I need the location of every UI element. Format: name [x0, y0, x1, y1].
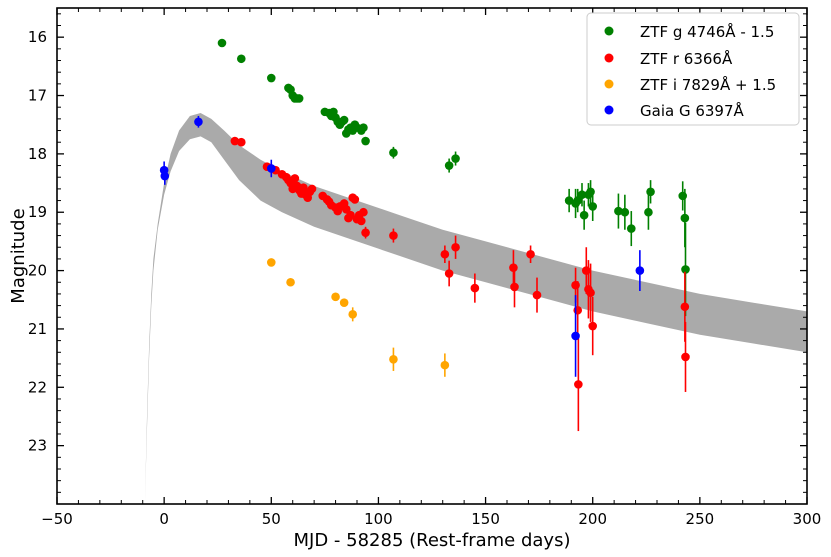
point-series-1-30	[350, 195, 360, 204]
legend-marker-gaia-g	[604, 105, 614, 115]
x-tick-label: 100	[364, 510, 393, 528]
legend-label-ztf-i: ZTF i 7829Å + 1.5	[640, 75, 776, 94]
point-series-1-0	[230, 136, 240, 146]
y-tick-label: 17	[28, 87, 47, 105]
point-series-3-4	[571, 331, 580, 341]
legend-label-ztf-g: ZTF g 4746Å - 1.5	[640, 22, 774, 41]
point-series-0-39	[620, 207, 630, 217]
point-series-0-1	[236, 54, 246, 64]
legend-marker-ztf-i	[604, 79, 614, 89]
point-series-2-1	[286, 277, 295, 287]
y-tick-label: 20	[28, 262, 47, 280]
y-tick-label: 18	[28, 145, 47, 163]
point-series-0-42	[646, 187, 655, 197]
x-tick-label: 200	[578, 510, 607, 528]
point-series-1-45	[571, 280, 580, 290]
y-tick-label: 23	[28, 437, 47, 455]
point-series-1-37	[440, 249, 450, 259]
axis-ticks: −50 0 50 100 150 200 250 300 16 17 18 19 20 21 22 23	[28, 8, 821, 528]
point-series-1-47	[574, 380, 583, 389]
point-series-0-26	[361, 136, 370, 146]
point-series-1-41	[509, 263, 518, 272]
x-axis-label: MJD - 58285 (Rest-frame days)	[294, 530, 571, 551]
point-series-0-30	[564, 196, 574, 205]
point-series-1-52	[680, 302, 690, 312]
point-series-0-43	[678, 191, 688, 201]
y-tick-label: 21	[28, 320, 47, 338]
point-series-3-5	[635, 266, 645, 275]
point-series-2-3	[339, 298, 349, 307]
point-series-0-25	[359, 123, 368, 132]
data-points-layer	[159, 38, 690, 432]
point-series-0-45	[681, 265, 690, 274]
point-series-2-4	[348, 310, 358, 319]
point-series-1-39	[451, 242, 460, 252]
legend-marker-ztf-r	[604, 53, 614, 63]
x-tick-label: 250	[686, 510, 715, 528]
x-tick-label: 50	[262, 510, 281, 528]
point-series-0-38	[614, 206, 623, 216]
point-series-3-3	[266, 164, 276, 173]
legend-marker-ztf-g	[604, 26, 614, 36]
point-series-0-33	[577, 190, 587, 200]
point-series-1-46	[573, 305, 583, 315]
point-series-0-0	[217, 38, 227, 48]
point-series-0-41	[644, 207, 653, 217]
point-series-0-37	[588, 202, 598, 211]
point-series-1-28	[346, 210, 355, 220]
legend-label-gaia-g: Gaia G 6397Å	[640, 101, 745, 120]
point-series-1-33	[356, 216, 366, 226]
point-series-1-44	[532, 290, 542, 300]
point-series-1-50	[586, 288, 595, 298]
point-series-1-38	[444, 269, 454, 278]
x-tick-label: 150	[471, 510, 500, 528]
point-series-1-42	[510, 282, 519, 292]
point-series-1-43	[526, 249, 535, 259]
model-band	[144, 113, 807, 504]
point-series-1-53	[681, 352, 690, 362]
point-series-1-35	[361, 228, 370, 237]
point-series-0-8	[294, 94, 304, 103]
point-series-1-48	[581, 266, 591, 275]
plot-frame	[56, 7, 808, 505]
point-series-0-29	[451, 154, 460, 163]
point-series-0-36	[586, 187, 595, 197]
legend-box	[586, 12, 800, 126]
point-series-1-51	[588, 321, 598, 331]
point-series-0-2	[266, 73, 276, 83]
y-tick-label: 16	[28, 28, 47, 46]
x-tick-label: 0	[159, 510, 169, 528]
y-tick-label: 19	[28, 203, 47, 221]
y-tick-label: 22	[28, 378, 47, 396]
point-series-0-17	[339, 115, 349, 125]
x-tick-label: −50	[41, 510, 73, 528]
point-series-1-17	[307, 184, 317, 194]
point-series-1-13	[299, 183, 308, 193]
point-series-1-34	[359, 207, 368, 217]
point-series-2-0	[266, 258, 276, 267]
point-series-0-40	[626, 224, 636, 233]
point-series-0-28	[444, 161, 454, 170]
point-series-1-36	[389, 231, 398, 240]
point-series-1-9	[290, 174, 300, 183]
model-band-layer	[144, 113, 807, 504]
point-series-0-27	[389, 148, 398, 158]
point-series-1-1	[236, 137, 246, 147]
y-axis-label: Magnitude	[8, 208, 29, 303]
x-tick-label: 300	[793, 510, 822, 528]
point-series-2-6	[440, 360, 450, 370]
point-series-3-2	[194, 117, 203, 127]
legend-label-ztf-r: ZTF r 6366Å	[640, 49, 733, 68]
point-series-2-5	[389, 354, 398, 364]
point-series-0-44	[680, 213, 690, 223]
point-series-1-40	[470, 283, 480, 293]
point-series-0-34	[579, 210, 589, 220]
point-series-2-2	[331, 292, 340, 302]
legend: ZTF g 4746Å - 1.5 ZTF r 6366Å ZTF i 7829…	[586, 12, 800, 126]
point-series-3-1	[160, 171, 170, 181]
